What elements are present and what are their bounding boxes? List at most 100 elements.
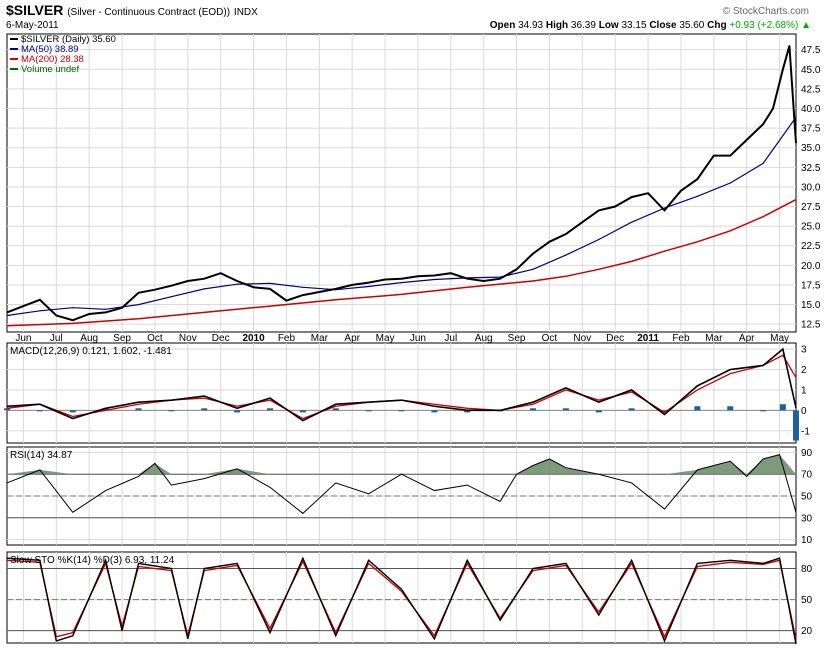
ma50-series-point	[269, 282, 271, 284]
price-series-point	[269, 288, 271, 290]
x-tick-label: Dec	[212, 333, 230, 344]
y-tick-label: 0	[801, 406, 807, 417]
y-tick-label: 2	[801, 365, 807, 376]
ohlc-readout: Open 34.93 High 36.39 Low 33.15 Close 35…	[490, 20, 811, 31]
rsi-label: RSI(14) 34.87	[10, 450, 73, 461]
chg-label: Chg	[707, 20, 727, 31]
symbol-title: $SILVER (Silver - Continuous Contract (E…	[6, 2, 258, 18]
y-tick-label: 47.5	[801, 45, 821, 56]
y-tick-label: 90	[801, 448, 813, 459]
x-tick-label: May	[770, 333, 789, 344]
ma200-series-point	[762, 216, 764, 218]
macd-histogram-bar	[365, 410, 372, 412]
price-series-point	[417, 275, 419, 277]
ma50-series-point	[6, 314, 8, 317]
x-tick-label: Aug	[475, 333, 493, 344]
macd-histogram-bar	[398, 410, 405, 412]
open-label: Open	[489, 20, 516, 31]
high-value: 36.39	[570, 20, 596, 31]
ma50-series-point	[39, 310, 41, 312]
ma50-series-point	[433, 278, 435, 281]
price-series-point	[335, 288, 337, 290]
price-series-point	[631, 196, 633, 198]
ma200-series-point	[565, 275, 567, 277]
ma200-series-point	[696, 241, 698, 243]
x-tick-label: Mar	[705, 333, 723, 344]
y-tick-label: 25.0	[801, 222, 821, 233]
x-tick-label: Jul	[444, 333, 457, 344]
price-series-point	[236, 280, 238, 282]
macd-histogram-bar	[464, 410, 471, 413]
price-series-point	[433, 274, 435, 277]
x-tick-label: Dec	[606, 333, 624, 344]
price-series-point	[499, 278, 501, 280]
ma50-series-point	[72, 307, 74, 309]
price-series-point	[39, 299, 41, 301]
y-tick-label: 35.0	[801, 143, 821, 154]
price-panel: 12.5 15.0 17.5 20.0 22.5 25.0 27.5 30.0 32.5 35.0…	[6, 33, 821, 344]
x-tick-label: Nov	[179, 333, 197, 344]
ma50-series-point	[598, 238, 600, 241]
x-tick-label: Oct	[542, 333, 558, 344]
price-series-point	[565, 233, 567, 235]
macd-histogram-bar	[595, 410, 602, 413]
ma200-series-point	[729, 230, 731, 232]
macd-signal-line	[6, 354, 797, 420]
macd-histogram-bar	[332, 408, 339, 411]
sto-k-line	[6, 556, 797, 645]
macd-histogram-bar	[727, 406, 734, 411]
macd-histogram-bar	[562, 408, 569, 411]
ma50-series-point	[795, 116, 797, 118]
price-series-point	[532, 252, 534, 255]
macd-histogram-bar	[135, 408, 142, 411]
macd-histogram-bar	[201, 408, 208, 411]
chart-header: $SILVER (Silver - Continuous Contract (E…	[0, 0, 829, 34]
price-series-point	[105, 311, 107, 313]
y-tick-label: 17.5	[801, 280, 821, 291]
ma50-series-point	[400, 281, 403, 284]
macd-histogram-bar	[299, 410, 306, 413]
rsi-panel: 10 30 50 70 90 RSI(14) 34.87	[6, 446, 813, 546]
rsi-line	[6, 454, 797, 515]
price-series-point	[713, 154, 715, 157]
ma50-series-point	[532, 268, 534, 270]
x-tick-label: Nov	[573, 333, 591, 344]
macd-histogram-bar	[530, 408, 536, 411]
price-series-point	[22, 305, 25, 307]
x-tick-label: 2011	[637, 333, 659, 344]
y-tick-label: 22.5	[801, 241, 821, 252]
ma200-series-point	[466, 286, 468, 288]
price-series-point	[368, 281, 370, 284]
symbol-description: (Silver - Continuous Contract (EOD))	[67, 7, 231, 18]
macd-label: MACD(12,26,9) 0.121, 1.602, -1.481	[10, 346, 172, 357]
macd-line	[6, 347, 797, 422]
x-tick-label: Oct	[147, 333, 163, 344]
ma200-series-point	[631, 260, 633, 263]
copyright: © StockCharts.com	[722, 6, 809, 17]
y-tick-label: 10	[801, 535, 813, 546]
price-series-point	[515, 268, 518, 270]
macd-histogram-bar	[793, 410, 799, 441]
ma50-series-point	[105, 308, 107, 310]
ma200-series-point	[137, 318, 140, 320]
panel-frame	[6, 33, 797, 333]
price-series-point	[450, 272, 452, 274]
x-tick-label: Sep	[113, 333, 131, 344]
price-series-point	[795, 142, 797, 144]
ma50-series-point	[236, 283, 238, 285]
price-series-point	[614, 205, 616, 208]
y-tick-label: 80	[801, 564, 813, 575]
macd-histogram-bar	[36, 410, 43, 412]
ma200-series-point	[203, 311, 205, 313]
macd-histogram-bar	[168, 410, 175, 412]
price-series-point	[384, 278, 386, 281]
ma50-series-point	[631, 221, 633, 223]
price-series-point	[466, 278, 468, 280]
ma50-series-point	[729, 182, 731, 184]
y-tick-label: 30.0	[801, 182, 821, 193]
x-tick-label: May	[376, 333, 395, 344]
y-tick-label: 37.5	[801, 124, 821, 135]
x-tick-label: Feb	[278, 333, 296, 344]
ma50-series-point	[368, 285, 370, 288]
macd-histogram-bar	[4, 408, 10, 411]
